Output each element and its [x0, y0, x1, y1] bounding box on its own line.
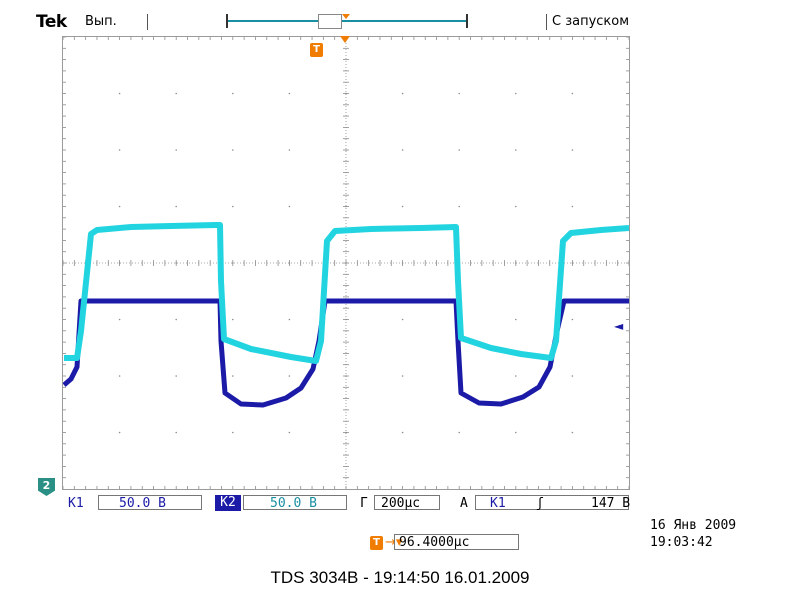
grid-dot	[571, 92, 574, 95]
timebase-label: Г	[360, 496, 368, 511]
ch2-label: K2	[215, 495, 241, 511]
grid-dot	[118, 431, 121, 434]
separator	[147, 14, 148, 30]
grid-dot	[118, 205, 121, 208]
grid-dot	[232, 431, 234, 434]
brand-logo: Tek	[36, 12, 67, 32]
grid-dot	[401, 149, 404, 151]
grid-dot	[401, 375, 404, 377]
trigger-caret-icon	[340, 36, 350, 43]
grid-dot	[571, 431, 574, 434]
grid-dot	[458, 205, 461, 208]
grid-dot	[175, 318, 177, 321]
ch2-scale-readout: 50.0 В	[243, 495, 347, 511]
trigger-slope-icon: ʃ	[536, 496, 544, 511]
grid-dot	[515, 318, 517, 321]
record-view-window	[318, 14, 342, 29]
grid-dot	[288, 375, 291, 377]
grid-dot	[458, 92, 461, 95]
separator	[546, 14, 547, 30]
trigger-point-icon: T	[310, 43, 323, 57]
grid-dot	[232, 205, 234, 208]
trigger-source-readout: K1	[475, 495, 629, 511]
grid-dot	[288, 149, 291, 151]
grid-dot	[232, 92, 234, 95]
grid-dot	[515, 205, 517, 208]
acquisition-status: Вып.	[85, 14, 117, 29]
record-bar-right-cap	[466, 14, 468, 28]
trigger-level-readout: 147 В	[591, 496, 631, 511]
position-arrow-icon: →▾	[385, 535, 403, 550]
record-bar-left-cap	[226, 14, 228, 28]
grid-dot	[118, 375, 121, 377]
grid-dot	[401, 92, 404, 95]
grid-dot	[232, 375, 234, 377]
grid-dot	[401, 205, 404, 208]
grid-dot	[458, 149, 461, 151]
grid-dot	[515, 92, 517, 95]
grid-dot	[118, 92, 121, 95]
grid-dot	[175, 205, 177, 208]
grid-dot	[458, 431, 461, 434]
ch1-scale-readout: 50.0 В	[98, 495, 202, 511]
grid-dot	[232, 318, 234, 321]
grid-dot	[571, 375, 574, 377]
grid-dot	[288, 92, 291, 95]
horizontal-position-readout: 96.4000µс	[394, 534, 519, 550]
grid-dot	[288, 318, 291, 321]
record-length-bar	[228, 20, 466, 22]
grid-dot	[118, 149, 121, 151]
grid-dot	[288, 431, 291, 434]
screenshot-caption: TDS 3034B - 19:14:50 16.01.2009	[270, 568, 530, 587]
time-readout: 19:03:42	[650, 535, 713, 550]
grid-dot	[175, 431, 177, 434]
grid-dot	[175, 375, 177, 377]
trigger-mode-label: С запуском	[552, 14, 630, 29]
grid-dot	[175, 149, 177, 151]
channel-2-waveform	[64, 222, 629, 364]
acquire-label: A	[460, 496, 468, 511]
trigger-position-indicator-icon	[342, 14, 350, 19]
horizontal-position-icon: T	[370, 536, 383, 550]
grid-dot	[515, 149, 517, 151]
channel-2-ground-marker: 2	[38, 478, 55, 496]
grid-dot	[571, 318, 574, 321]
ch1-label: K1	[68, 496, 84, 511]
grid-dot	[118, 318, 121, 321]
grid-dot	[288, 205, 291, 208]
waveform-display	[63, 37, 629, 489]
grid-dot	[571, 149, 574, 151]
grid-dot	[515, 375, 517, 377]
grid-dot	[175, 92, 177, 95]
date-readout: 16 Янв 2009	[650, 518, 737, 533]
grid-dot	[232, 149, 234, 151]
grid-dot	[401, 318, 404, 321]
grid-dot	[571, 205, 574, 208]
grid-dot	[401, 431, 404, 434]
grid-dot	[515, 431, 517, 434]
trigger-level-arrow-icon: ◄	[614, 319, 624, 333]
timebase-readout: 200µс	[374, 495, 440, 511]
graticule	[62, 36, 630, 490]
